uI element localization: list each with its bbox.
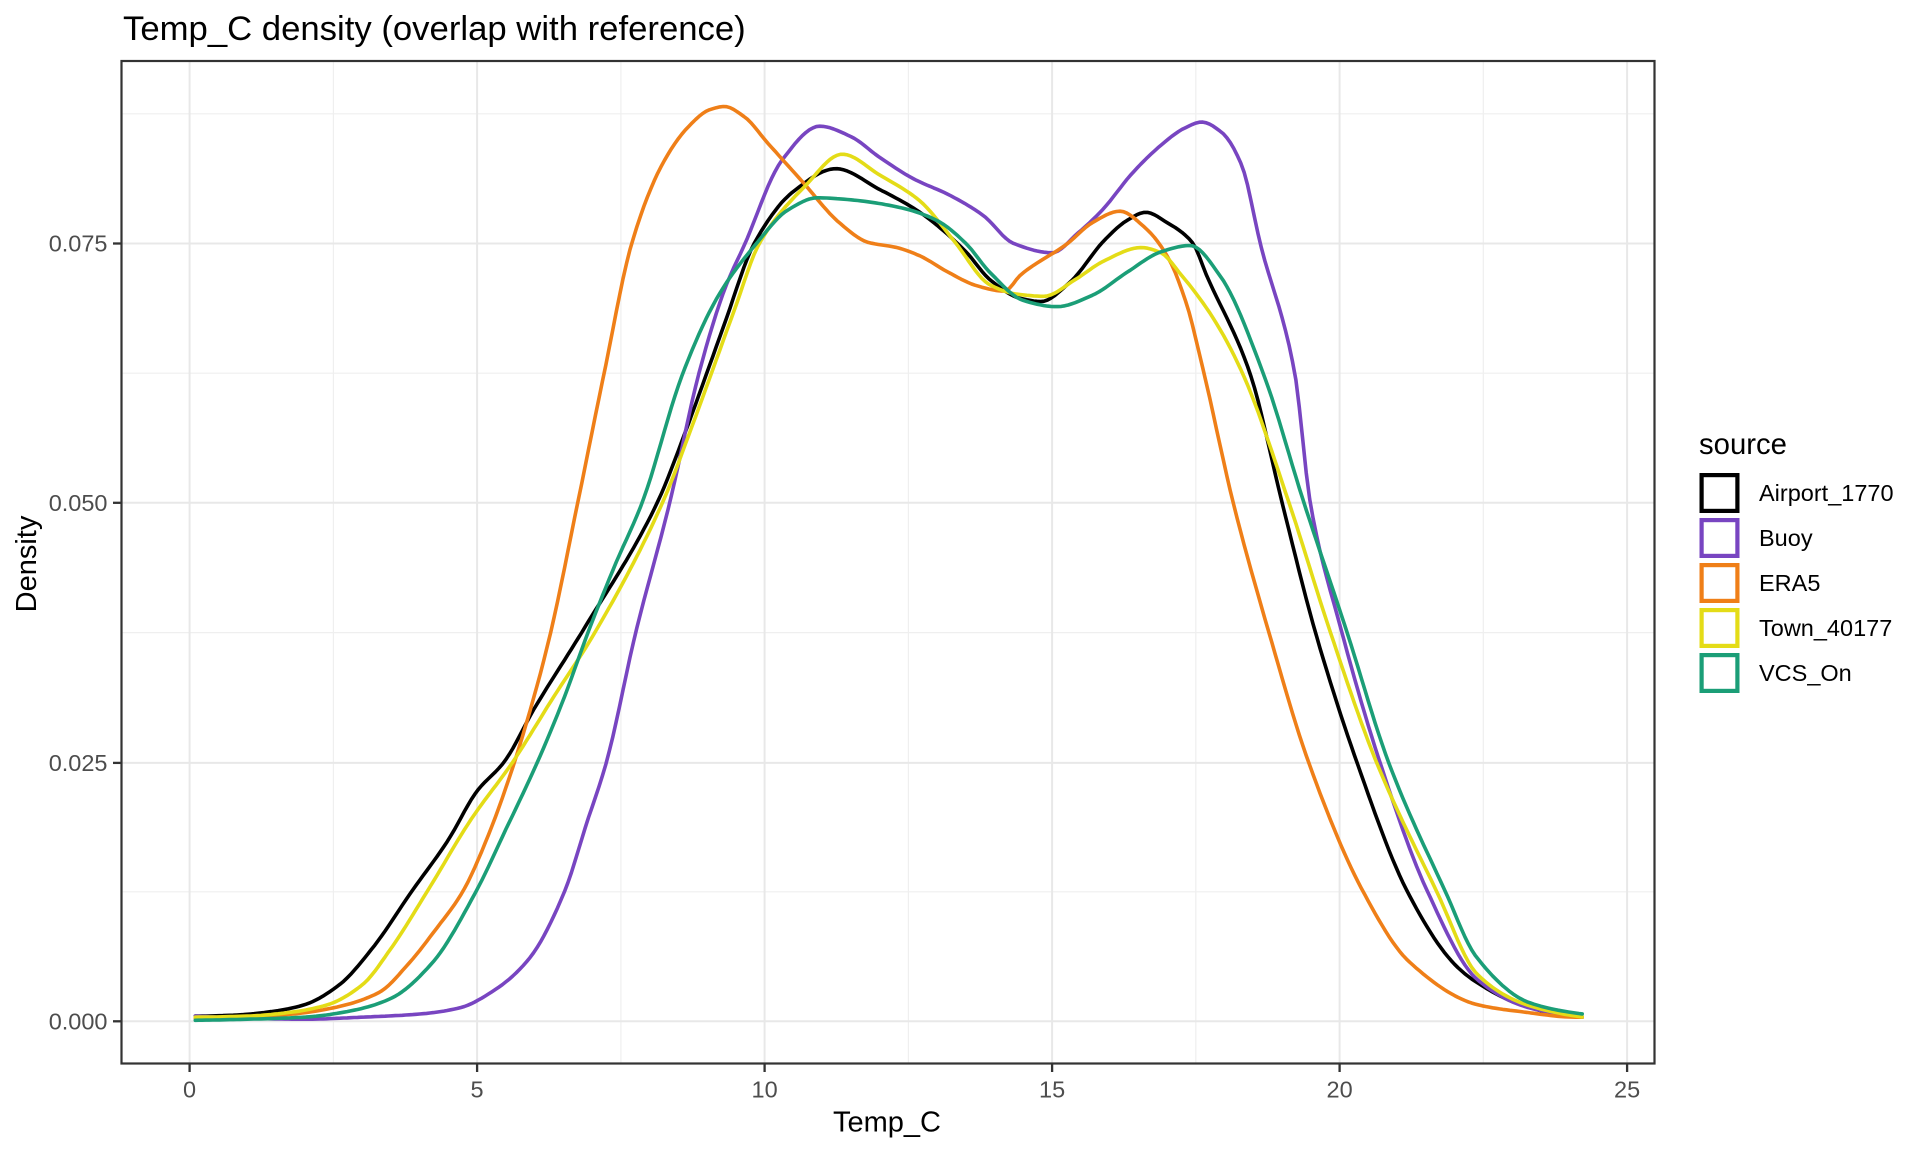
svg-text:0.050: 0.050 xyxy=(49,490,108,516)
svg-text:10: 10 xyxy=(752,1077,778,1103)
svg-text:VCS_On: VCS_On xyxy=(1759,660,1852,686)
svg-text:Temp_C: Temp_C xyxy=(833,1107,941,1139)
svg-text:0: 0 xyxy=(183,1077,196,1103)
svg-text:20: 20 xyxy=(1327,1077,1353,1103)
svg-text:0.025: 0.025 xyxy=(49,750,108,776)
svg-text:0.000: 0.000 xyxy=(49,1008,108,1034)
svg-text:Airport_1770: Airport_1770 xyxy=(1759,480,1894,506)
svg-text:0.075: 0.075 xyxy=(49,231,108,257)
svg-text:25: 25 xyxy=(1614,1077,1640,1103)
svg-text:15: 15 xyxy=(1039,1077,1065,1103)
svg-text:Temp_C density (overlap with r: Temp_C density (overlap with reference) xyxy=(123,10,746,48)
svg-text:ERA5: ERA5 xyxy=(1759,570,1820,596)
svg-text:Buoy: Buoy xyxy=(1759,525,1813,551)
svg-text:Density: Density xyxy=(11,515,43,612)
svg-text:Town_40177: Town_40177 xyxy=(1759,615,1892,641)
svg-text:source: source xyxy=(1699,428,1787,461)
svg-text:5: 5 xyxy=(471,1077,484,1103)
